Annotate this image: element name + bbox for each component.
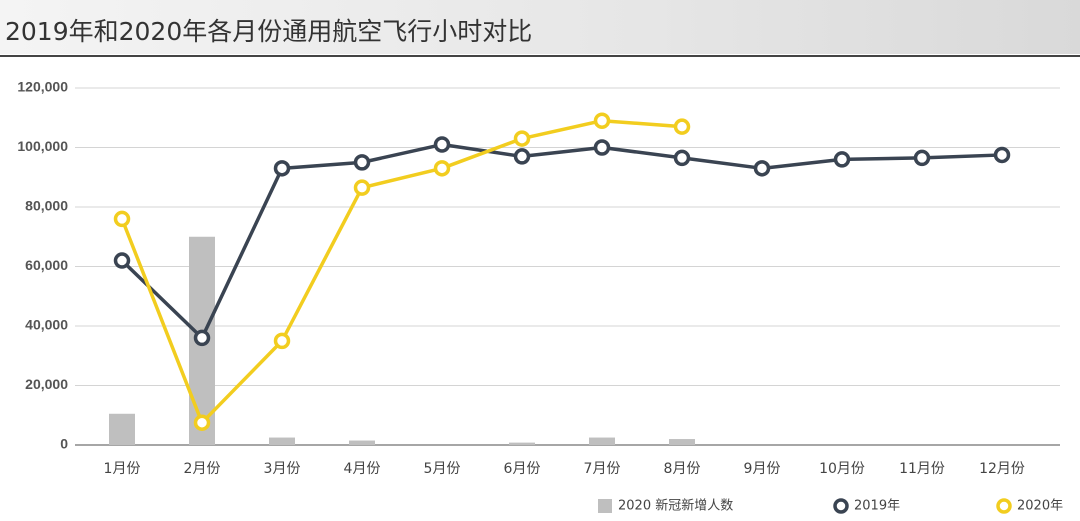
chart-title: 2019年和2020年各月份通用航空飞行小时对比 (5, 17, 532, 46)
x-tick-label: 9月份 (744, 461, 781, 477)
legend-label: 2019年 (854, 499, 900, 514)
point (913, 149, 931, 167)
point (433, 136, 451, 153)
point (193, 329, 211, 347)
point (193, 414, 211, 431)
bar (509, 442, 535, 445)
x-tick-label: 1月份 (104, 461, 141, 477)
y-tick-label: 40,000 (25, 317, 68, 333)
y-tick-label: 80,000 (25, 198, 68, 214)
x-tick-label: 2月份 (184, 461, 221, 477)
x-tick-label: 3月份 (264, 461, 301, 477)
x-tick-label: 5月份 (424, 461, 461, 477)
point (993, 146, 1011, 164)
x-tick-label: 12月份 (979, 461, 1025, 477)
x-tick-label: 11月份 (899, 461, 945, 477)
point (593, 112, 611, 129)
legend-label: 2020 新冠新增人数 (618, 498, 733, 514)
point (513, 148, 531, 165)
point (353, 154, 371, 171)
x-tick-label: 8月份 (664, 461, 701, 477)
legend-swatch (598, 499, 612, 513)
y-tick-label: 60,000 (25, 257, 68, 273)
point (273, 332, 291, 350)
point (273, 160, 291, 177)
y-tick-label: 0 (60, 436, 68, 452)
point (513, 130, 531, 147)
point (673, 149, 691, 167)
bar (109, 413, 135, 445)
point (113, 210, 131, 228)
line (120, 142, 1003, 340)
bar (589, 437, 615, 445)
y-tick-label: 120,000 (17, 79, 68, 95)
y-tick-label: 20,000 (25, 376, 68, 392)
point (433, 160, 451, 177)
point (593, 139, 611, 156)
bar (669, 439, 695, 445)
point (113, 252, 131, 269)
legend-swatch (833, 498, 849, 514)
point (353, 179, 371, 196)
point (833, 151, 851, 168)
point (753, 160, 771, 177)
x-tick-label: 10月份 (819, 461, 865, 477)
x-tick-label: 7月份 (584, 461, 621, 477)
bar (269, 437, 295, 445)
legend-swatch (996, 498, 1012, 514)
line (120, 118, 683, 425)
y-tick-label: 100,000 (17, 138, 68, 154)
x-tick-label: 4月份 (344, 461, 381, 477)
bar (349, 440, 375, 445)
legend-label: 2020年 (1017, 499, 1063, 514)
x-tick-label: 6月份 (504, 461, 541, 477)
point (673, 118, 691, 135)
header-band (0, 0, 1080, 54)
